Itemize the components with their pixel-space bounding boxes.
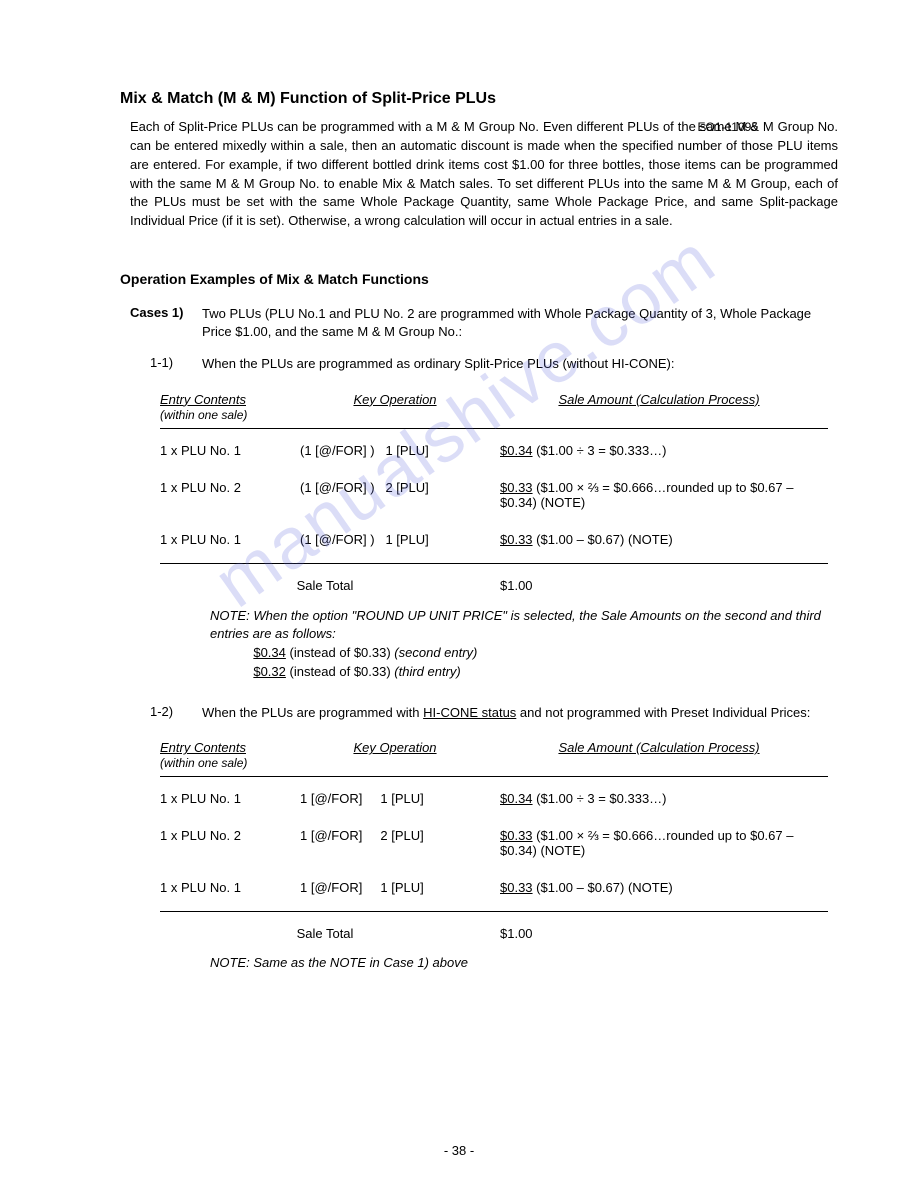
cell-entry: 1 x PLU No. 1 bbox=[160, 880, 300, 895]
page-title: Mix & Match (M & M) Function of Split-Pr… bbox=[120, 90, 838, 108]
cell-key2: 1 [PLU] bbox=[380, 791, 423, 806]
cell-key1: 1 [@/FOR] bbox=[300, 880, 362, 895]
section-title: Operation Examples of Mix & Match Functi… bbox=[120, 271, 838, 287]
case-1-2-pre: When the PLUs are programmed with bbox=[202, 705, 423, 720]
cell-key1: (1 [@/FOR] ) bbox=[300, 532, 375, 547]
case-1-2-post: and not programmed with Preset Individua… bbox=[516, 705, 810, 720]
table-row: 1 x PLU No. 2 1 [@/FOR] 2 [PLU] $0.33 ($… bbox=[160, 828, 828, 858]
cell-entry: 1 x PLU No. 2 bbox=[160, 480, 300, 495]
table-row: 1 x PLU No. 1 (1 [@/FOR] ) 1 [PLU] $0.33… bbox=[160, 532, 828, 547]
note-1: NOTE: When the option "ROUND UP UNIT PRI… bbox=[210, 607, 838, 682]
note-v1: $0.34 bbox=[253, 645, 286, 660]
total-label: Sale Total bbox=[160, 578, 490, 593]
cell-amt: $0.34 bbox=[500, 791, 533, 806]
th-entry: Entry Contents bbox=[160, 392, 246, 407]
cell-calc: ($1.00 ÷ 3 = $0.333…) bbox=[533, 443, 667, 458]
doc-id: EO1-11095 bbox=[698, 120, 759, 134]
case-1-1-desc: When the PLUs are programmed as ordinary… bbox=[202, 355, 838, 373]
cell-amt: $0.33 bbox=[500, 480, 533, 495]
note-2: NOTE: Same as the NOTE in Case 1) above bbox=[210, 955, 838, 970]
case-1-2-desc: When the PLUs are programmed with HI-CON… bbox=[202, 704, 838, 722]
th-amt-2: Sale Amount (Calculation Process) bbox=[558, 740, 759, 755]
cell-entry: 1 x PLU No. 1 bbox=[160, 443, 300, 458]
note-line1: When the option "ROUND UP UNIT PRICE" is… bbox=[210, 608, 821, 642]
intro-paragraph: Each of Split-Price PLUs can be programm… bbox=[130, 118, 838, 231]
cell-key2: 1 [PLU] bbox=[385, 443, 428, 458]
cell-key1: (1 [@/FOR] ) bbox=[300, 480, 375, 495]
table-1: Entry Contents (within one sale) Key Ope… bbox=[160, 392, 828, 593]
cases-label: Cases 1) bbox=[130, 305, 202, 341]
cell-key2: 1 [PLU] bbox=[385, 532, 428, 547]
th-entry-sub: (within one sale) bbox=[160, 408, 247, 422]
cell-entry: 1 x PLU No. 1 bbox=[160, 532, 300, 547]
cell-calc: ($1.00 × ⅔ = $0.666…rounded up to $0.67 … bbox=[500, 480, 793, 510]
note-label: NOTE: bbox=[210, 608, 250, 623]
cell-amt: $0.34 bbox=[500, 443, 533, 458]
case-1-1-label: 1-1) bbox=[150, 355, 202, 373]
cell-key2: 1 [PLU] bbox=[380, 880, 423, 895]
cell-calc: ($1.00 – $0.67) (NOTE) bbox=[533, 880, 673, 895]
cell-key1: 1 [@/FOR] bbox=[300, 828, 362, 843]
table-2: Entry Contents (within one sale) Key Ope… bbox=[160, 740, 828, 941]
cell-key1: 1 [@/FOR] bbox=[300, 791, 362, 806]
note-v2: $0.32 bbox=[253, 664, 286, 679]
th-key-2: Key Operation bbox=[353, 740, 436, 755]
th-key: Key Operation bbox=[353, 392, 436, 407]
th-entry-2: Entry Contents bbox=[160, 740, 246, 755]
cell-amt: $0.33 bbox=[500, 532, 533, 547]
case-1-2-label: 1-2) bbox=[150, 704, 202, 722]
cell-key2: 2 [PLU] bbox=[380, 828, 423, 843]
cell-calc: ($1.00 × ⅔ = $0.666…rounded up to $0.67 … bbox=[500, 828, 793, 858]
total-label-2: Sale Total bbox=[160, 926, 490, 941]
cell-key1: (1 [@/FOR] ) bbox=[300, 443, 375, 458]
page-number: - 38 - bbox=[0, 1143, 918, 1158]
th-entry-sub-2: (within one sale) bbox=[160, 756, 247, 770]
table-row: 1 x PLU No. 1 1 [@/FOR] 1 [PLU] $0.34 ($… bbox=[160, 791, 828, 806]
table-row: 1 x PLU No. 1 1 [@/FOR] 1 [PLU] $0.33 ($… bbox=[160, 880, 828, 895]
table-row: 1 x PLU No. 2 (1 [@/FOR] ) 2 [PLU] $0.33… bbox=[160, 480, 828, 510]
cell-entry: 1 x PLU No. 2 bbox=[160, 828, 300, 843]
cell-key2: 2 [PLU] bbox=[385, 480, 428, 495]
cell-entry: 1 x PLU No. 1 bbox=[160, 791, 300, 806]
th-amt: Sale Amount (Calculation Process) bbox=[558, 392, 759, 407]
cases-desc: Two PLUs (PLU No.1 and PLU No. 2 are pro… bbox=[202, 305, 838, 341]
case-1-2-u: HI-CONE status bbox=[423, 705, 516, 720]
total-val-2: $1.00 bbox=[490, 926, 828, 941]
table-row: 1 x PLU No. 1 (1 [@/FOR] ) 1 [PLU] $0.34… bbox=[160, 443, 828, 458]
cell-calc: ($1.00 ÷ 3 = $0.333…) bbox=[533, 791, 667, 806]
cell-amt: $0.33 bbox=[500, 828, 533, 843]
cell-amt: $0.33 bbox=[500, 880, 533, 895]
total-val: $1.00 bbox=[490, 578, 828, 593]
cell-calc: ($1.00 – $0.67) (NOTE) bbox=[533, 532, 673, 547]
